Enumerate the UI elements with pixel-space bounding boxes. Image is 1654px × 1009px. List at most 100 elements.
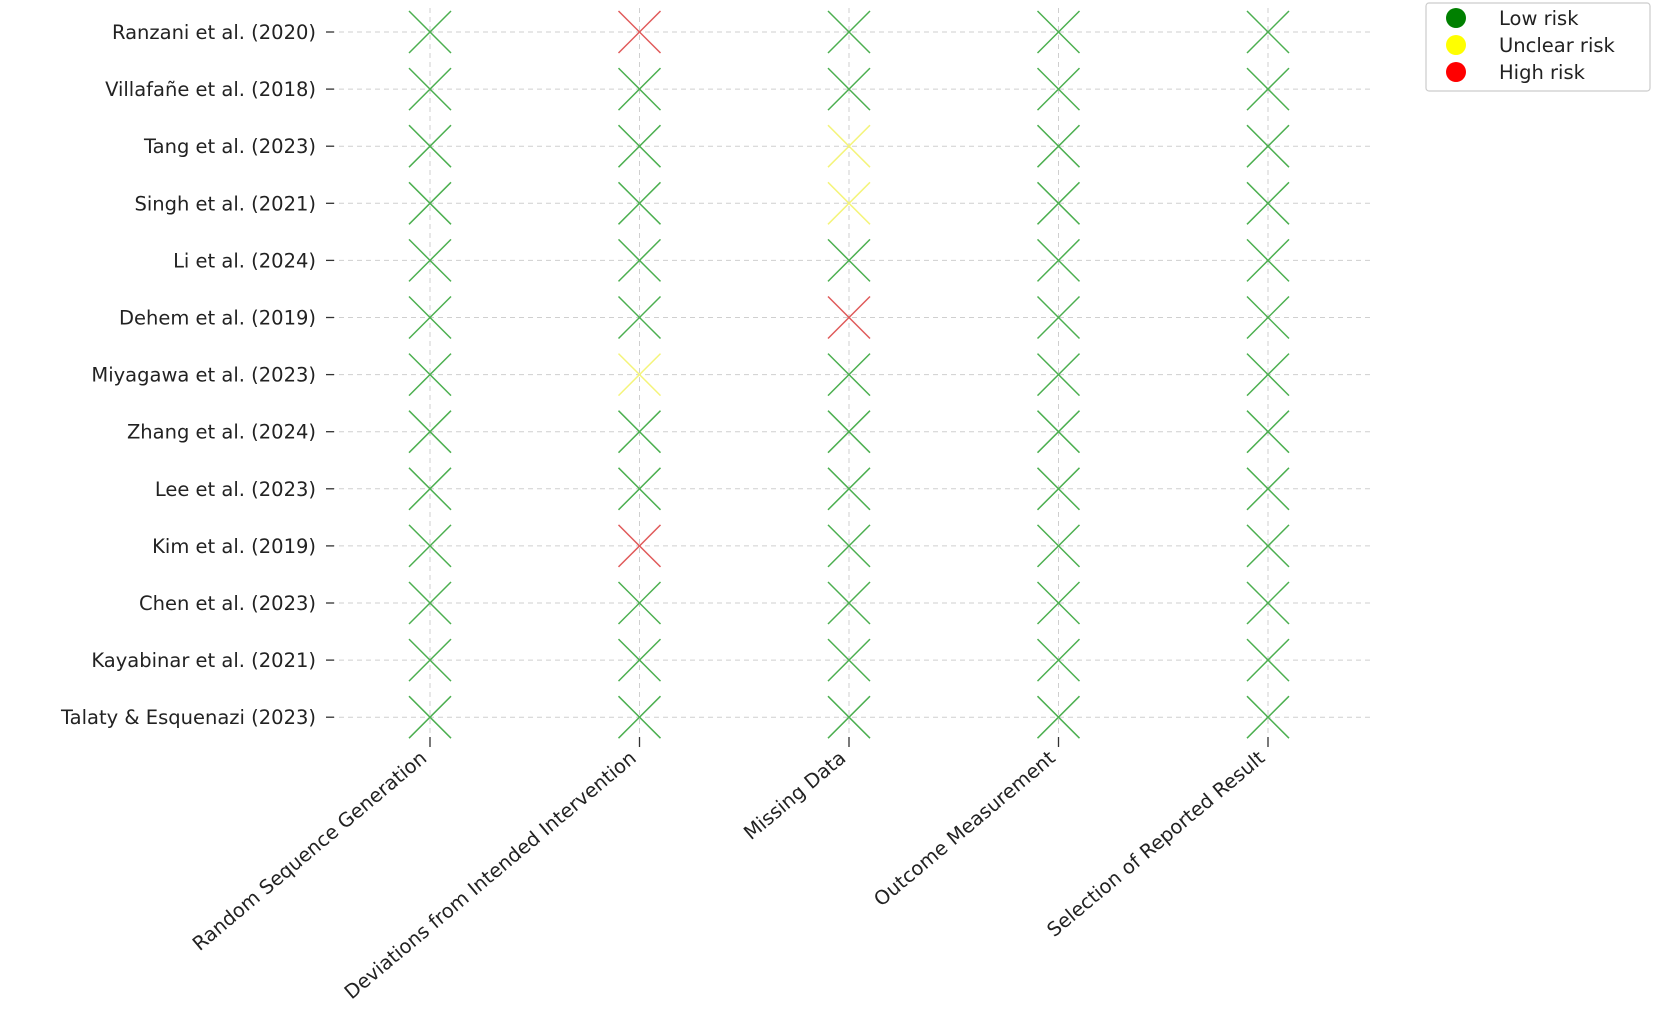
rating-mark-stroke xyxy=(617,238,662,282)
rating-mark-low xyxy=(827,67,871,111)
rating-mark-low xyxy=(408,638,452,682)
rating-mark-low xyxy=(1036,295,1081,340)
rating-mark-low xyxy=(1036,581,1081,625)
rating-mark-low xyxy=(1246,467,1290,511)
study-label: Kayabinar et al. (2021) xyxy=(91,649,316,672)
rating-mark-stroke xyxy=(1246,581,1290,625)
rating-mark-low xyxy=(1036,353,1081,397)
study-label: Miyagawa et al. (2023) xyxy=(91,364,316,387)
rating-mark-stroke xyxy=(408,410,452,454)
rating-mark-low xyxy=(1246,695,1290,739)
study-label: Chen et al. (2023) xyxy=(139,592,316,615)
rating-mark-low xyxy=(617,581,662,625)
rating-mark-stroke xyxy=(1246,295,1290,340)
rating-mark-low xyxy=(827,638,871,682)
rating-mark-stroke xyxy=(827,353,871,397)
rating-mark-stroke xyxy=(827,581,871,625)
rating-mark-low xyxy=(408,10,452,54)
study-label: Tang et al. (2023) xyxy=(143,135,316,158)
rating-mark-stroke xyxy=(1246,638,1290,682)
legend-swatch-low xyxy=(1446,8,1466,28)
rating-mark-stroke xyxy=(617,467,662,511)
rating-mark-stroke xyxy=(827,67,871,111)
rating-mark-stroke xyxy=(1036,638,1081,682)
rating-mark-stroke xyxy=(1036,353,1081,397)
study-label: Li et al. (2024) xyxy=(173,249,316,272)
rating-mark-low xyxy=(617,295,662,340)
study-label: Kim et al. (2019) xyxy=(152,535,316,558)
rating-mark-low xyxy=(1036,124,1081,168)
rating-mark-low xyxy=(617,695,662,739)
rating-mark-low xyxy=(1036,638,1081,682)
rating-mark-stroke xyxy=(408,67,452,111)
rating-mark-stroke xyxy=(617,581,662,625)
rating-mark-stroke xyxy=(1036,10,1081,54)
legend-swatch-high xyxy=(1446,62,1466,82)
rating-mark-stroke xyxy=(1036,238,1081,282)
rating-mark-stroke xyxy=(408,467,452,511)
rating-mark-stroke xyxy=(1036,124,1081,168)
rating-mark-stroke xyxy=(408,10,452,54)
rating-mark-low xyxy=(617,238,662,282)
rating-mark-low xyxy=(408,410,452,454)
rating-mark-stroke xyxy=(617,410,662,454)
rating-mark-stroke xyxy=(617,181,662,225)
rating-mark-low xyxy=(1036,10,1081,54)
rating-mark-low xyxy=(408,295,452,340)
domain-label: Missing Data xyxy=(739,746,850,844)
rating-mark-low xyxy=(408,695,452,739)
study-label: Lee et al. (2023) xyxy=(155,478,316,501)
rating-mark-stroke xyxy=(617,695,662,739)
rating-mark-low xyxy=(1246,638,1290,682)
rating-mark-low xyxy=(827,581,871,625)
rating-mark-stroke xyxy=(1246,124,1290,168)
rating-mark-stroke xyxy=(617,524,662,568)
rating-mark-stroke xyxy=(1036,295,1081,340)
rating-mark-stroke xyxy=(1246,410,1290,454)
rating-mark-stroke xyxy=(408,353,452,397)
rating-mark-stroke xyxy=(617,353,662,397)
rating-mark-low xyxy=(617,124,662,168)
rating-mark-low xyxy=(1246,181,1290,225)
study-label: Villafañe et al. (2018) xyxy=(105,78,316,101)
rating-mark-low xyxy=(617,638,662,682)
rating-mark-stroke xyxy=(617,67,662,111)
rating-mark-unclear xyxy=(827,124,871,168)
rating-mark-stroke xyxy=(617,638,662,682)
domain-label: Outcome Measurement xyxy=(869,746,1060,911)
rating-mark-stroke xyxy=(827,10,871,54)
rating-mark-stroke xyxy=(408,695,452,739)
legend-swatch-unclear xyxy=(1446,35,1466,55)
rating-mark-low xyxy=(617,467,662,511)
domain-label: Selection of Reported Result xyxy=(1043,746,1270,942)
rating-mark-stroke xyxy=(617,124,662,168)
rating-mark-stroke xyxy=(408,638,452,682)
study-label: Zhang et al. (2024) xyxy=(127,421,316,444)
rating-mark-low xyxy=(1246,410,1290,454)
study-label: Singh et al. (2021) xyxy=(134,192,316,215)
rating-mark-high xyxy=(617,10,662,54)
rating-mark-stroke xyxy=(408,524,452,568)
rating-mark-low xyxy=(1036,467,1081,511)
rating-mark-low xyxy=(1246,295,1290,340)
rating-mark-low xyxy=(408,238,452,282)
rating-mark-stroke xyxy=(1246,67,1290,111)
rating-mark-stroke xyxy=(1246,695,1290,739)
rating-markers xyxy=(408,10,1290,739)
rating-mark-stroke xyxy=(827,467,871,511)
rating-mark-low xyxy=(827,410,871,454)
rating-mark-stroke xyxy=(1036,181,1081,225)
legend-frame xyxy=(1425,2,1651,92)
rating-mark-low xyxy=(1036,410,1081,454)
legend-label-unclear: Unclear risk xyxy=(1499,34,1616,57)
rating-mark-low xyxy=(408,353,452,397)
rating-mark-stroke xyxy=(408,124,452,168)
study-label: Talaty & Esquenazi (2023) xyxy=(60,706,316,729)
rating-mark-low xyxy=(1036,67,1081,111)
rating-mark-stroke xyxy=(827,524,871,568)
rating-mark-low xyxy=(1246,353,1290,397)
rating-mark-low xyxy=(408,124,452,168)
rating-mark-low xyxy=(408,524,452,568)
rating-mark-unclear xyxy=(827,181,871,225)
rating-mark-low xyxy=(827,353,871,397)
